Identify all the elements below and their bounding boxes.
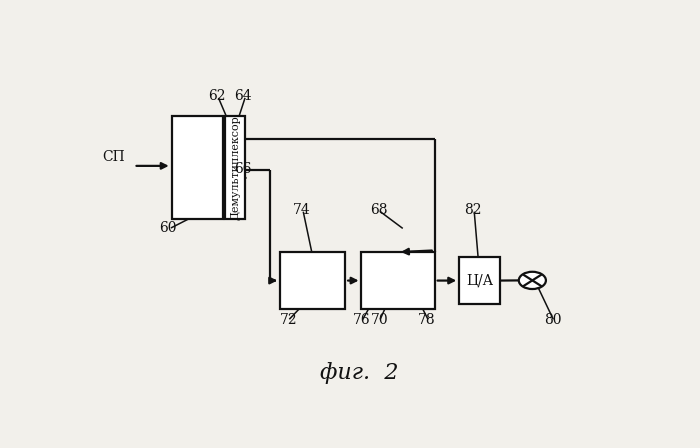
Text: 60: 60	[159, 221, 176, 235]
Text: фиг.  2: фиг. 2	[319, 362, 398, 384]
Text: 68: 68	[370, 202, 388, 217]
Text: 70: 70	[370, 313, 388, 327]
Text: 64: 64	[234, 89, 252, 103]
Text: 76: 76	[353, 313, 370, 327]
Bar	[225, 116, 246, 220]
Text: 80: 80	[544, 313, 561, 327]
Text: Ц/А: Ц/А	[466, 274, 493, 288]
Text: 78: 78	[418, 313, 435, 327]
Circle shape	[519, 272, 546, 289]
Text: 62: 62	[208, 89, 225, 103]
Text: 66: 66	[234, 162, 252, 177]
Bar	[361, 252, 435, 309]
Text: Демультиплексор: Демультиплексор	[230, 115, 240, 220]
Text: 74: 74	[293, 202, 311, 217]
Bar	[459, 257, 500, 304]
Text: 82: 82	[464, 202, 482, 217]
Text: 72: 72	[279, 313, 297, 327]
Bar	[172, 116, 223, 220]
Bar	[280, 252, 345, 309]
Text: СП: СП	[102, 150, 125, 164]
